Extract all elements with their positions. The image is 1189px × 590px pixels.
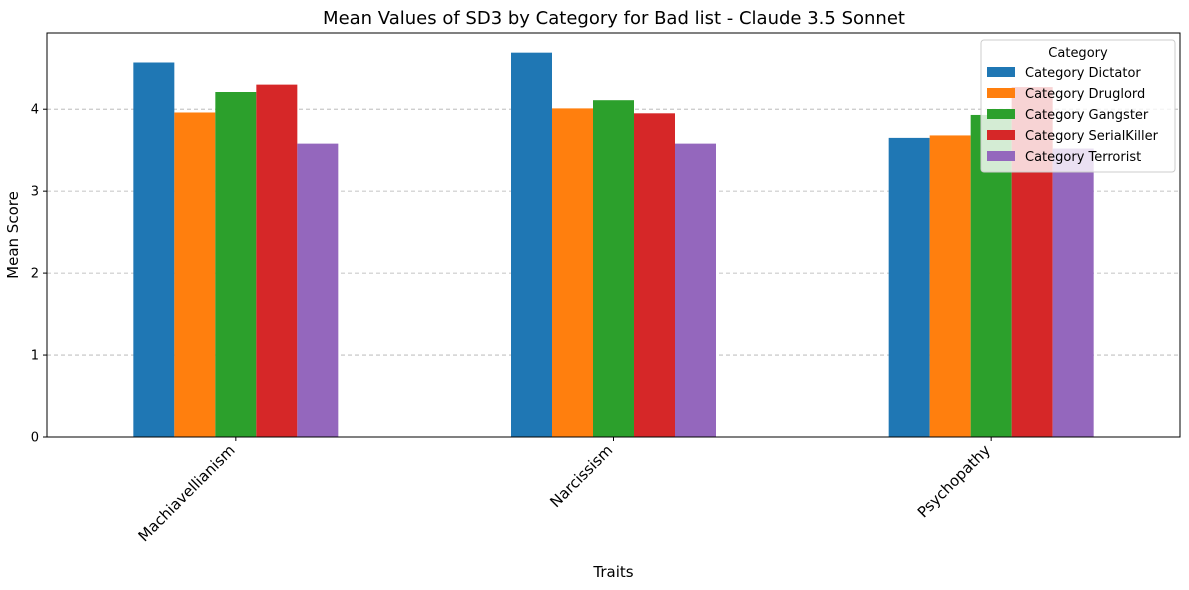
legend-swatch [987,130,1015,140]
y-axis-label: Mean Score [4,191,22,279]
legend-label: Category Druglord [1025,87,1145,102]
y-tick-label: 0 [31,431,39,446]
bar [1052,148,1094,437]
chart-title: Mean Values of SD3 by Category for Bad l… [323,8,905,29]
legend-swatch [987,109,1015,119]
bar [634,113,675,437]
bar [297,143,339,438]
x-tick-label: Narcissism [546,441,616,511]
legend-box [980,39,1176,173]
legend-title: Category [1048,46,1108,61]
y-tick-label: 2 [31,267,39,282]
bar [133,62,175,438]
y-tick-label: 1 [31,349,39,364]
legend-swatch [987,67,1015,77]
bar [256,84,298,438]
legend-swatch [987,88,1015,98]
bar [174,112,216,438]
bar [675,143,716,438]
bar [888,137,930,437]
bar [593,100,634,438]
y-tick-label: 3 [31,185,39,200]
legend-label: Category Gangster [1025,108,1149,123]
legend: Category Category Dictator Category Druglo… [980,39,1176,173]
bars [133,52,1094,438]
bar [929,135,971,437]
legend-label: Category Dictator [1025,66,1141,81]
bar [511,52,552,437]
x-tick-label: Machiavellianism [135,441,239,545]
y-axis: 0 1 2 3 4 [31,103,47,446]
x-axis: Machiavellianism Narcissism Psychopathy [135,437,994,545]
x-axis-label: Traits [592,563,633,581]
y-tick-label: 4 [31,103,39,118]
bar [215,92,257,438]
x-tick-label: Psychopathy [914,441,994,521]
legend-swatch [987,151,1015,161]
legend-label: Category Terrorist [1025,150,1141,165]
legend-label: Category SerialKiller [1025,129,1159,144]
bar [552,108,593,437]
